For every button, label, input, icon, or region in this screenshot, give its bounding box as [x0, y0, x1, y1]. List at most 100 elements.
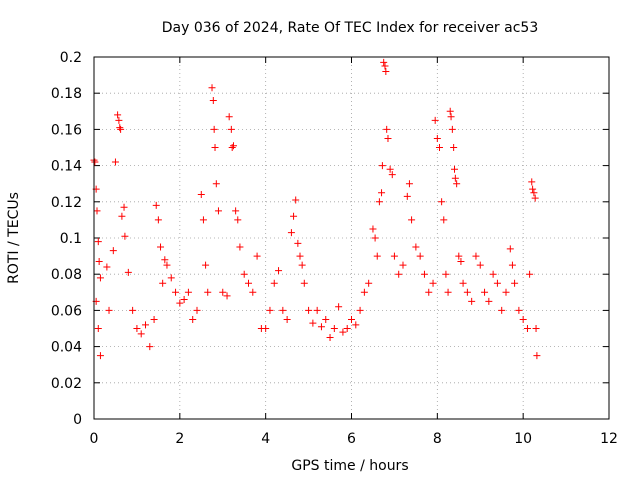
data-point: [266, 306, 274, 314]
data-point: [305, 306, 313, 314]
data-point: [202, 261, 210, 269]
data-point: [150, 315, 158, 323]
data-point: [167, 274, 175, 282]
data-point: [450, 144, 458, 151]
y-tick-label: 0.1: [60, 231, 82, 247]
data-point: [225, 113, 233, 121]
data-point: [236, 243, 244, 251]
data-point: [352, 321, 360, 329]
data-point: [115, 116, 123, 124]
y-tick-label: 0.06: [51, 303, 82, 319]
data-point: [378, 162, 386, 170]
x-axis-label: GPS time / hours: [291, 458, 408, 474]
data-point: [348, 315, 355, 323]
data-point: [296, 252, 304, 260]
data-point: [120, 203, 128, 211]
data-point: [111, 158, 119, 166]
data-point: [294, 239, 302, 247]
data-point: [154, 216, 162, 224]
data-point: [386, 165, 394, 173]
data-point: [93, 207, 101, 215]
data-point: [105, 306, 113, 314]
data-point: [204, 288, 212, 296]
data-point: [373, 252, 381, 260]
data-point: [381, 62, 389, 70]
data-point: [163, 261, 171, 269]
data-point: [523, 325, 531, 332]
data-point: [91, 158, 99, 166]
data-point: [161, 256, 169, 264]
data-point: [317, 323, 325, 331]
data-point: [227, 125, 235, 133]
y-tick-label: 0.18: [51, 86, 82, 102]
data-point: [448, 125, 456, 133]
data-point: [152, 201, 160, 209]
data-point: [446, 107, 454, 115]
data-point: [109, 247, 117, 255]
data-point: [371, 234, 379, 242]
data-point: [159, 279, 167, 287]
data-point: [476, 261, 484, 269]
data-point: [416, 252, 424, 260]
data-point: [388, 171, 396, 179]
data-point: [116, 124, 124, 132]
data-point: [199, 216, 207, 224]
x-tick-label: 8: [433, 431, 442, 447]
data-point: [290, 212, 298, 220]
data-point: [234, 216, 242, 224]
data-point: [383, 125, 391, 133]
y-tick-label: 0.04: [51, 340, 82, 356]
data-point: [369, 225, 377, 233]
data-point: [506, 245, 514, 253]
data-point: [129, 306, 137, 314]
data-point: [95, 258, 103, 266]
data-point: [270, 279, 278, 287]
data-point: [146, 343, 154, 351]
data-point: [292, 196, 300, 204]
data-point: [211, 144, 219, 151]
data-point: [463, 288, 471, 296]
data-point: [457, 258, 465, 266]
data-point: [209, 96, 217, 104]
data-point: [300, 279, 308, 287]
data-point: [330, 325, 338, 332]
data-point: [313, 306, 321, 314]
data-point: [468, 297, 476, 305]
data-point: [384, 134, 392, 142]
y-tick-label: 0.16: [51, 122, 82, 138]
y-tick-label: 0: [73, 412, 82, 428]
data-point: [283, 315, 291, 323]
data-point: [447, 113, 455, 121]
data-point: [395, 270, 403, 278]
data-point: [245, 279, 252, 287]
data-point: [356, 306, 364, 314]
data-point: [459, 279, 467, 287]
data-point: [96, 352, 104, 360]
x-tick-label: 12: [600, 431, 618, 447]
axis-ticks: 0 2 4 6 8 10 12 0 0.02 0.04 0.06 0.08 0.1 0.12 0.14 0.1…: [51, 50, 618, 447]
data-point: [326, 334, 334, 342]
data-point: [515, 306, 523, 314]
data-point: [121, 232, 129, 240]
data-point: [96, 274, 104, 282]
y-tick-label: 0.14: [51, 159, 82, 175]
y-tick-label: 0.2: [60, 50, 82, 66]
y-axis-label: ROTI / TECUs: [6, 192, 22, 284]
data-point: [481, 288, 489, 296]
data-point: [444, 288, 452, 296]
data-point: [451, 174, 459, 182]
data-point: [287, 229, 295, 237]
data-point: [440, 216, 448, 224]
x-tick-label: 0: [90, 431, 99, 447]
data-point: [214, 207, 222, 215]
data-point: [279, 306, 287, 314]
x-tick-label: 10: [514, 431, 532, 447]
data-point: [298, 261, 306, 269]
data-point: [275, 267, 283, 275]
data-point: [533, 352, 541, 360]
data-point: [455, 252, 463, 260]
data-point: [118, 212, 126, 220]
x-tick-label: 4: [261, 431, 270, 447]
data-point: [197, 191, 205, 199]
data-point: [408, 216, 416, 224]
